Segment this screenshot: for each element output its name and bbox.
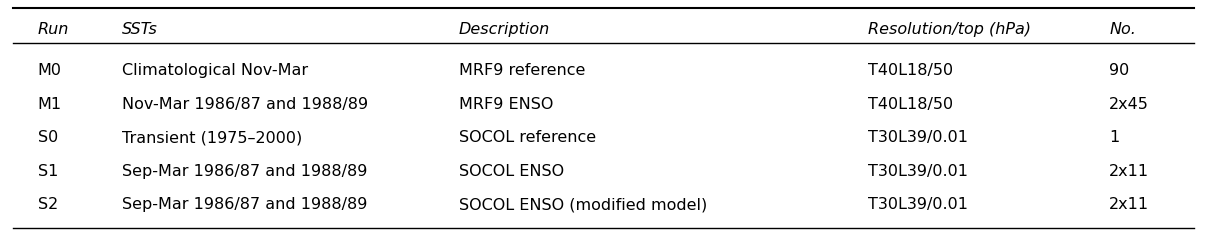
Text: SOCOL reference: SOCOL reference bbox=[459, 130, 596, 145]
Text: 2x45: 2x45 bbox=[1109, 97, 1149, 112]
Text: Run: Run bbox=[37, 22, 69, 37]
Text: SSTs: SSTs bbox=[122, 22, 158, 37]
Text: M0: M0 bbox=[37, 63, 62, 78]
Text: MRF9 reference: MRF9 reference bbox=[459, 63, 585, 78]
Text: Sep-Mar 1986/87 and 1988/89: Sep-Mar 1986/87 and 1988/89 bbox=[122, 197, 367, 212]
Text: S1: S1 bbox=[37, 164, 58, 179]
Text: S2: S2 bbox=[37, 197, 58, 212]
Text: SOCOL ENSO: SOCOL ENSO bbox=[459, 164, 564, 179]
Text: Climatological Nov-Mar: Climatological Nov-Mar bbox=[122, 63, 308, 78]
Text: T30L39/0.01: T30L39/0.01 bbox=[868, 130, 968, 145]
Text: Resolution/top (hPa): Resolution/top (hPa) bbox=[868, 22, 1032, 37]
Text: Sep-Mar 1986/87 and 1988/89: Sep-Mar 1986/87 and 1988/89 bbox=[122, 164, 367, 179]
Text: 90: 90 bbox=[1109, 63, 1130, 78]
Text: 1: 1 bbox=[1109, 130, 1120, 145]
Text: Description: Description bbox=[459, 22, 550, 37]
Text: No.: No. bbox=[1109, 22, 1136, 37]
Text: SOCOL ENSO (modified model): SOCOL ENSO (modified model) bbox=[459, 197, 707, 212]
Text: T40L18/50: T40L18/50 bbox=[868, 97, 954, 112]
Text: 2x11: 2x11 bbox=[1109, 197, 1149, 212]
Text: M1: M1 bbox=[37, 97, 62, 112]
Text: 2x11: 2x11 bbox=[1109, 164, 1149, 179]
Text: T30L39/0.01: T30L39/0.01 bbox=[868, 164, 968, 179]
Text: Transient (1975–2000): Transient (1975–2000) bbox=[122, 130, 302, 145]
Text: S0: S0 bbox=[37, 130, 58, 145]
Text: MRF9 ENSO: MRF9 ENSO bbox=[459, 97, 553, 112]
Text: T40L18/50: T40L18/50 bbox=[868, 63, 954, 78]
Text: T30L39/0.01: T30L39/0.01 bbox=[868, 197, 968, 212]
Text: Nov-Mar 1986/87 and 1988/89: Nov-Mar 1986/87 and 1988/89 bbox=[122, 97, 368, 112]
